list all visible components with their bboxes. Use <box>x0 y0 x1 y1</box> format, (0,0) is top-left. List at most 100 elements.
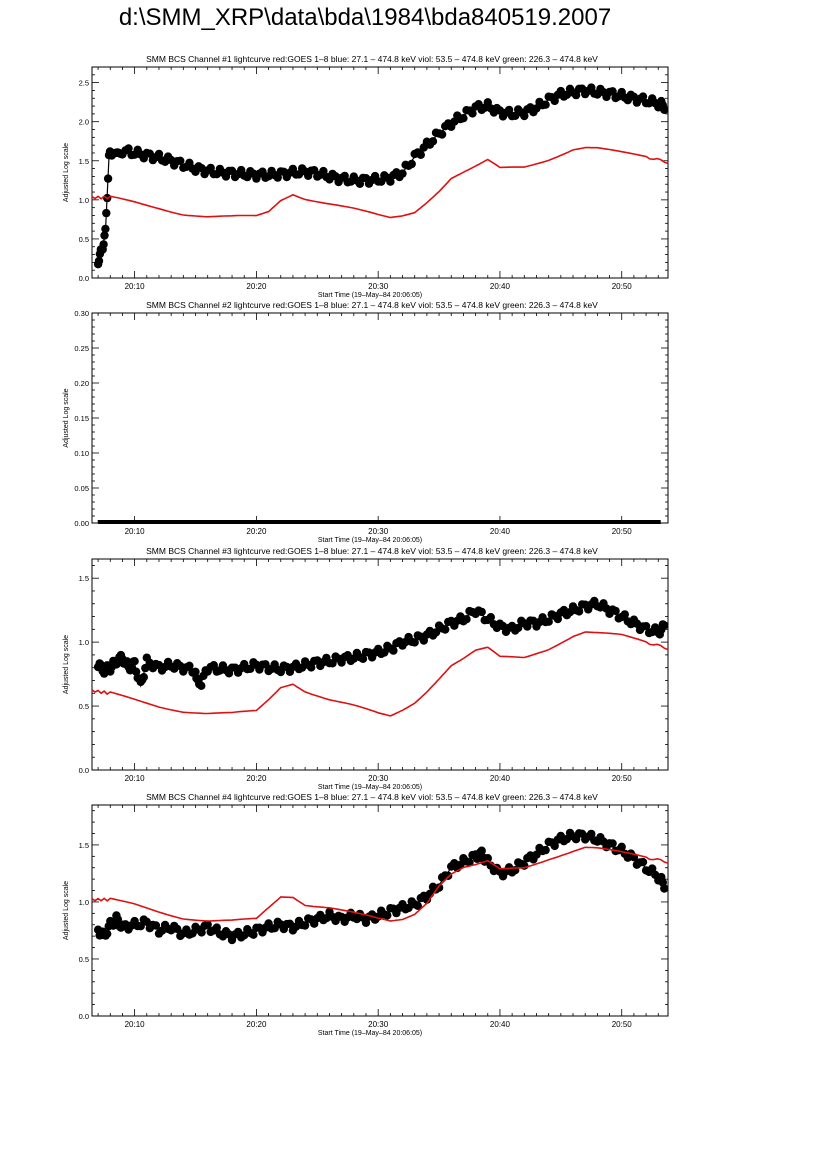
series-line-red <box>91 631 669 717</box>
data-point <box>100 231 109 240</box>
data-point <box>504 105 514 115</box>
y-tick-label: 2.5 <box>79 79 89 88</box>
x-tick-label: 20:30 <box>368 527 389 536</box>
data-point <box>520 111 529 121</box>
x-tick-label: 20:40 <box>490 774 511 783</box>
data-point <box>383 911 392 920</box>
y-tick-label: 2.0 <box>79 118 89 127</box>
chart-title: SMM BCS Channel #2 lightcurve red:GOES 1… <box>146 300 598 310</box>
data-point <box>477 607 486 617</box>
data-point <box>101 224 110 234</box>
data-point <box>407 159 416 169</box>
y-tick-label: 0.0 <box>79 274 89 283</box>
x-tick-label: 20:50 <box>612 1020 633 1029</box>
data-point <box>428 137 438 146</box>
data-point <box>660 621 669 630</box>
data-point <box>145 149 154 158</box>
data-point <box>465 858 474 867</box>
data-point <box>437 130 447 139</box>
data-point <box>340 171 349 181</box>
x-axis-label: Start Time (19–May–84 20:06:05) <box>318 292 422 299</box>
y-tick-label: 0.25 <box>74 344 89 353</box>
data-point <box>386 177 395 186</box>
data-point <box>176 156 185 165</box>
data-point <box>209 661 218 670</box>
y-tick-label: 0.10 <box>74 449 89 458</box>
chart-title: SMM BCS Channel #3 lightcurve red:GOES 1… <box>146 546 598 556</box>
data-point <box>188 929 197 938</box>
data-point <box>413 901 422 910</box>
x-tick-label: 20:10 <box>125 774 146 783</box>
data-point <box>468 109 477 118</box>
chart-panel-4: SMM BCS Channel #4 lightcurve red:GOES 1… <box>63 792 669 1037</box>
data-point <box>300 921 310 930</box>
data-point <box>307 663 316 672</box>
y-tick-label: 0.5 <box>79 955 89 964</box>
plot-frame <box>91 66 669 279</box>
data-point <box>377 177 386 186</box>
y-tick-label: 1.5 <box>79 841 89 850</box>
data-point <box>571 90 581 100</box>
series-line-black <box>97 835 665 938</box>
y-tick-label: 0.5 <box>79 702 89 711</box>
data-point <box>249 930 258 939</box>
data-point <box>328 659 337 668</box>
data-point <box>103 174 113 183</box>
y-tick-label: 1.0 <box>79 898 89 907</box>
data-point <box>151 921 161 930</box>
data-point <box>431 628 441 637</box>
data-point <box>416 150 425 159</box>
data-point <box>246 664 255 673</box>
x-tick-label: 20:20 <box>246 1020 267 1029</box>
y-tick-label: 0.30 <box>74 309 89 318</box>
plot-frame <box>91 312 669 524</box>
chart-panel-1: SMM BCS Channel #1 lightcurve red:GOES 1… <box>63 54 669 299</box>
data-point <box>261 660 270 669</box>
x-tick-label: 20:50 <box>612 774 633 783</box>
data-point <box>641 622 651 631</box>
y-tick-label: 0.15 <box>74 414 89 423</box>
data-point <box>139 673 148 682</box>
data-point <box>206 163 215 173</box>
data-point <box>173 924 182 934</box>
data-point <box>130 657 139 666</box>
data-point <box>358 654 368 663</box>
data-point <box>154 149 164 159</box>
y-tick-label: 1.5 <box>79 157 89 166</box>
y-tick-label: 1.0 <box>79 638 89 647</box>
y-axis-label: Adjusted Log scale <box>63 635 70 694</box>
page-title: d:\SMM_XRP\data\bda\1984\bda840519.2007 <box>118 4 612 31</box>
x-axis-label: Start Time (19–May–84 20:06:05) <box>318 1030 422 1037</box>
y-tick-label: 1.0 <box>79 196 89 205</box>
chart-title: SMM BCS Channel #1 lightcurve red:GOES 1… <box>146 54 598 64</box>
data-point <box>462 615 471 624</box>
y-tick-label: 0.00 <box>74 519 89 528</box>
chart-title: SMM BCS Channel #4 lightcurve red:GOES 1… <box>146 792 598 802</box>
data-point <box>94 256 104 266</box>
data-point <box>103 929 112 938</box>
data-point <box>541 845 550 855</box>
chart-panel-3: SMM BCS Channel #3 lightcurve red:GOES 1… <box>63 546 669 791</box>
x-tick-label: 20:30 <box>368 774 389 783</box>
y-tick-label: 0.5 <box>79 235 89 244</box>
data-point <box>617 842 626 851</box>
data-point <box>203 920 212 929</box>
data-point <box>532 850 541 859</box>
y-axis-label: Adjusted Log scale <box>63 143 70 202</box>
x-tick-label: 20:10 <box>125 527 146 536</box>
x-tick-label: 20:40 <box>490 527 511 536</box>
data-point <box>389 646 398 655</box>
x-tick-label: 20:20 <box>246 282 267 291</box>
data-point <box>212 923 221 932</box>
x-tick-label: 20:30 <box>368 282 389 291</box>
x-tick-label: 20:10 <box>125 1020 146 1029</box>
data-point <box>574 607 584 616</box>
data-point <box>398 169 407 178</box>
y-tick-label: 0.20 <box>74 379 89 388</box>
x-tick-label: 20:50 <box>612 527 633 536</box>
y-tick-label: 0.05 <box>74 484 89 493</box>
data-point <box>310 166 319 175</box>
data-point <box>191 667 200 676</box>
data-point <box>486 613 495 622</box>
